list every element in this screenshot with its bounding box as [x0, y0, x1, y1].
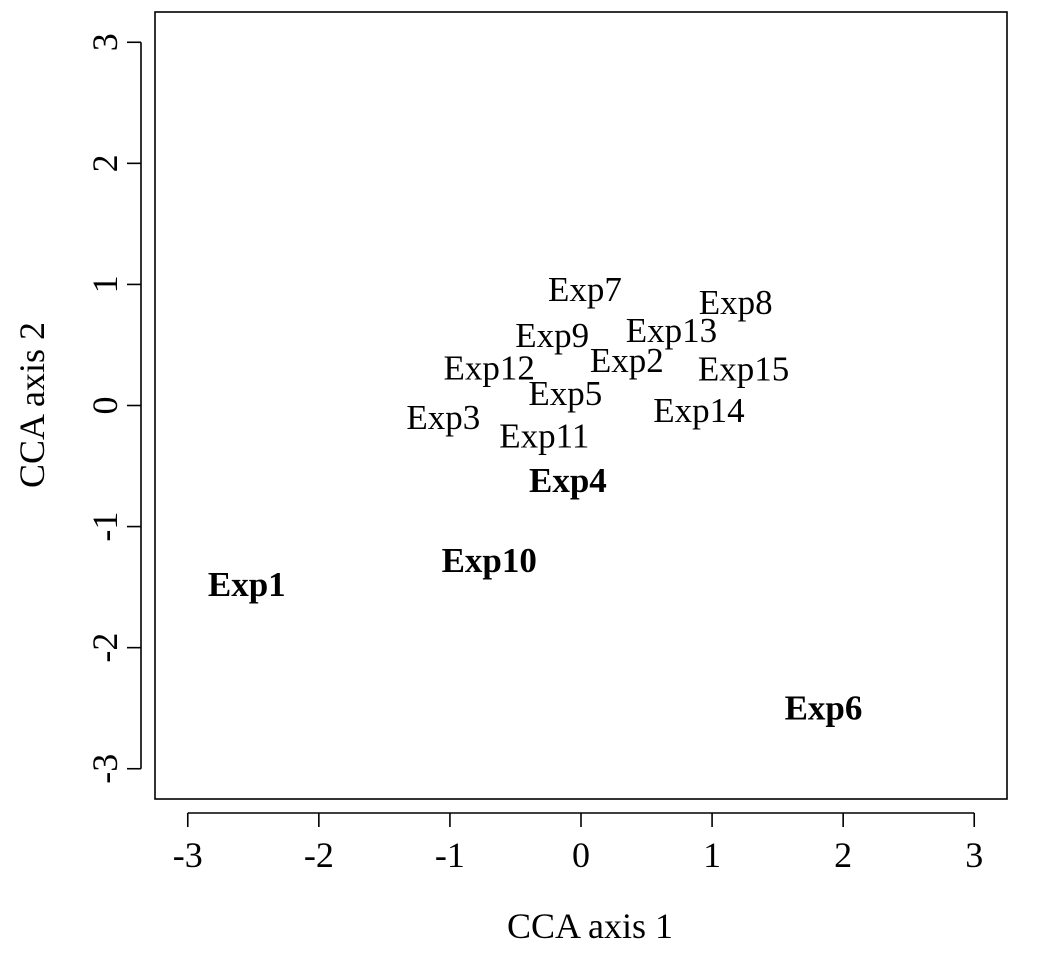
point-label-exp13: Exp13	[626, 311, 717, 350]
point-label-exp3: Exp3	[406, 398, 480, 437]
y-tick-label: -2	[85, 633, 125, 663]
y-tick-label: -1	[85, 512, 125, 542]
point-label-exp11: Exp11	[499, 416, 589, 455]
y-tick-label: 0	[85, 397, 125, 415]
x-tick-label: 0	[572, 835, 590, 875]
plot-frame	[154, 11, 1008, 800]
point-label-exp10: Exp10	[442, 541, 537, 580]
point-label-exp1: Exp1	[208, 565, 286, 604]
y-tick-label: 1	[85, 275, 125, 293]
y-tick-label: -3	[85, 754, 125, 784]
y-axis: -3 -2 -1 0 1 2 3	[85, 33, 142, 784]
x-axis: -3 -2 -1 0 1 2 3	[173, 812, 983, 875]
point-label-exp14: Exp14	[653, 391, 744, 430]
point-label-exp15: Exp15	[698, 350, 789, 389]
y-tick-label: 3	[85, 33, 125, 51]
point-label-exp9: Exp9	[515, 316, 589, 355]
point-label-exp12: Exp12	[444, 348, 535, 387]
x-axis-title: CCA axis 1	[507, 906, 673, 946]
x-tick-label: -2	[304, 835, 334, 875]
point-label-exp8: Exp8	[699, 283, 773, 322]
point-label-exp6: Exp6	[785, 689, 863, 728]
x-tick-label: -1	[435, 835, 465, 875]
point-label-exp7: Exp7	[548, 270, 622, 309]
y-axis-title: CCA axis 2	[12, 322, 52, 488]
x-tick-label: -3	[173, 835, 203, 875]
point-label-exp5: Exp5	[528, 374, 602, 413]
x-tick-label: 1	[703, 835, 721, 875]
x-tick-label: 2	[834, 835, 852, 875]
y-tick-label: 2	[85, 154, 125, 172]
x-tick-label: 3	[965, 835, 983, 875]
point-label-exp2: Exp2	[590, 341, 664, 380]
point-label-exp4: Exp4	[529, 461, 607, 500]
